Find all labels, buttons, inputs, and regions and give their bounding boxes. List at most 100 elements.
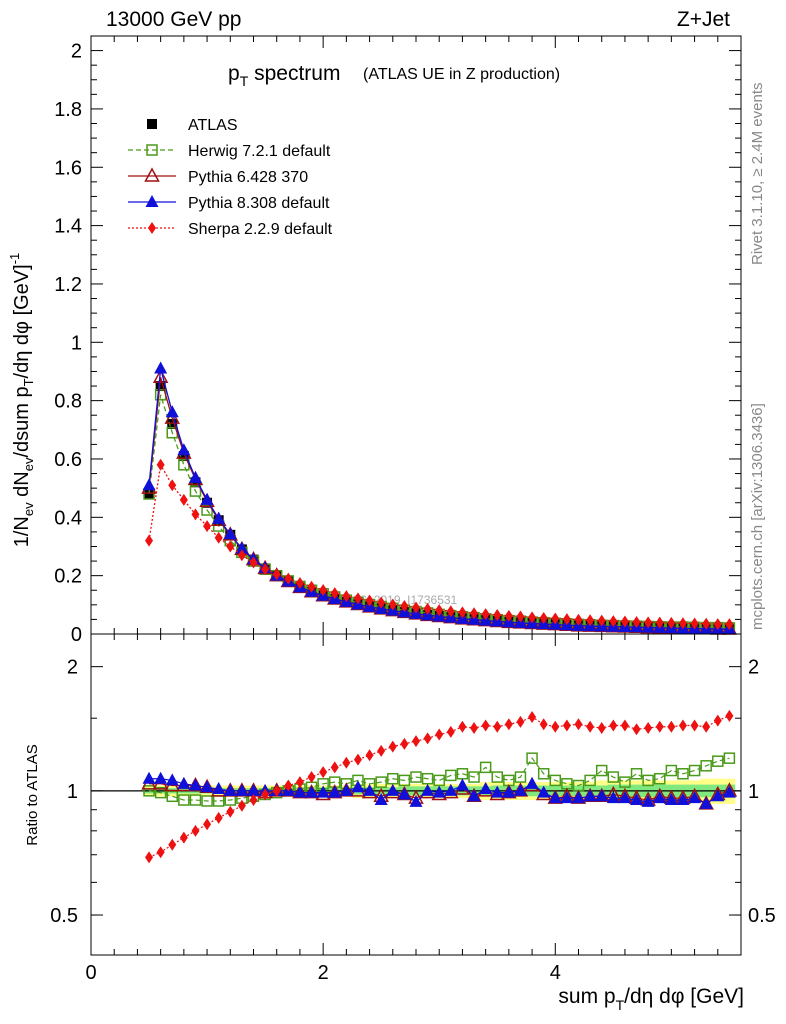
ratio-point-pythia-8-308-default [502, 785, 516, 798]
ratio-point-sherpa-2-2-9-default [353, 753, 362, 766]
ratio-point-herwig-7-2-1-default [445, 769, 457, 782]
ratio-point-pythia-8-308-default [572, 791, 585, 804]
ratio-point-pythia-8-308-default [630, 793, 644, 806]
ratio-point-sherpa-2-2-9-default [539, 718, 548, 731]
ratio-point-pythia-8-308-default [560, 791, 574, 804]
ratio-point-sherpa-2-2-9-default [237, 799, 246, 812]
ratio-point-pythia-8-308-default [664, 793, 678, 806]
main-point-sherpa-2-2-9-default [597, 614, 606, 627]
main-point-sherpa-2-2-9-default [388, 598, 397, 611]
svg-text:sum pT/dη dφ [GeV]: sum pT/dη dφ [GeV] [558, 985, 744, 1013]
ratio-point-herwig-7-2-1-default [619, 776, 631, 788]
ratio-point-sherpa-2-2-9-default [365, 749, 374, 762]
main-point-sherpa-2-2-9-default [562, 613, 571, 626]
ratio-point-herwig-7-2-1-default [410, 771, 422, 783]
ratio-point-sherpa-2-2-9-default [156, 846, 165, 859]
main-point-sherpa-2-2-9-default [342, 590, 351, 603]
ratio-ylabel: Ratio to ATLAS [24, 744, 41, 845]
ratio-point-sherpa-2-2-9-default [516, 715, 525, 728]
main-ytick-label: 0.6 [54, 449, 82, 471]
ratio-point-herwig-7-2-1-default [607, 771, 620, 783]
ratio-point-sherpa-2-2-9-default [295, 776, 304, 789]
xtick-label: 2 [318, 962, 329, 984]
ratio-point-pythia-8-308-default [363, 783, 377, 796]
main-point-sherpa-2-2-9-default [353, 592, 362, 605]
main-point-sherpa-2-2-9-default [412, 601, 420, 614]
legend-marker [147, 119, 157, 129]
legend-marker [146, 144, 158, 156]
ratio-point-pythia-8-308-default [641, 794, 655, 807]
main-point-sherpa-2-2-9-default [145, 534, 154, 547]
ratio-point-pythia-8-308-default [722, 785, 736, 798]
legend-label: ATLAS [188, 117, 238, 134]
ratio-point-sherpa-2-2-9-default [678, 719, 687, 732]
ratio-point-herwig-7-2-1-default [723, 752, 736, 764]
ratio-ytick-label: 0.5 [50, 905, 78, 927]
ratio-point-pythia-8-308-default [525, 776, 539, 789]
main-point-atlas [167, 418, 178, 429]
ratio-series-sherpa-2-2-9-default [145, 709, 734, 864]
ratio-point-herwig-7-2-1-default [178, 794, 190, 806]
ratio-point-sherpa-2-2-9-default [412, 735, 420, 748]
ratio-point-pythia-8-308-default [513, 783, 527, 796]
main-point-sherpa-2-2-9-default [609, 615, 618, 628]
legend: ATLAS Herwig 7.2.1 default Pythia 6.428 37… [128, 117, 333, 238]
main-ytick-label: 1.4 [54, 216, 82, 238]
ratio-point-pythia-8-308-default [212, 782, 226, 795]
main-point-pythia-8-308-default [235, 541, 249, 554]
main-ytick-label: 1.8 [54, 99, 82, 121]
ratio-point-sherpa-2-2-9-default [713, 714, 722, 727]
main-point-sherpa-2-2-9-default [249, 556, 258, 569]
ratio-point-herwig-7-2-1-default [375, 776, 387, 788]
main-point-sherpa-2-2-9-default [725, 618, 734, 631]
ratio-point-pythia-8-308-default [188, 778, 202, 791]
main-point-sherpa-2-2-9-default [179, 493, 188, 506]
svg-text:1/Nev dNev/dsum pT/dη dφ [GeV]: 1/Nev dNev/dsum pT/dη dφ [GeV]-1 [7, 253, 36, 548]
legend-label: Herwig 7.2.1 default [188, 143, 331, 160]
main-point-pythia-8-308-default [154, 361, 168, 374]
ratio-point-pythia-8-308-default [247, 783, 260, 796]
main-point-sherpa-2-2-9-default [214, 531, 223, 544]
legend-marker [148, 222, 156, 234]
ratio-point-sherpa-2-2-9-default [597, 722, 606, 735]
legend-entry-pythia-8-308-default: Pythia 8.308 default [128, 195, 330, 212]
main-point-pythia-6-428-370 [152, 368, 169, 384]
ratio-point-herwig-7-2-1-default [642, 774, 654, 787]
ratio-point-pythia-8-308-default [235, 783, 249, 796]
main-point-sherpa-2-2-9-default [435, 604, 444, 617]
ratio-point-pythia-8-308-default [548, 791, 562, 804]
title-rest: spectrum [248, 62, 340, 85]
ratio-point-sherpa-2-2-9-default [400, 737, 409, 750]
ratio-point-herwig-7-2-1-default [433, 774, 445, 787]
ratio-point-sherpa-2-2-9-default [330, 761, 339, 774]
ratio-point-herwig-7-2-1-default [201, 795, 213, 807]
ratio-point-sherpa-2-2-9-default [667, 720, 676, 733]
ratio-point-pythia-8-308-default [154, 771, 168, 784]
ratio-point-sherpa-2-2-9-default [586, 720, 595, 733]
legend-label: Pythia 8.308 default [188, 195, 330, 212]
ratio-point-pythia-8-308-default [339, 783, 353, 796]
legend-label: Sherpa 2.2.9 default [188, 221, 333, 238]
ratio-point-pythia-8-308-default [223, 783, 237, 796]
ratio-point-sherpa-2-2-9-default [261, 788, 270, 801]
xlabel-rest: /dη dφ [GeV] [624, 985, 744, 1008]
ratio-point-pythia-8-308-default [490, 785, 504, 798]
ratio-point-sherpa-2-2-9-default [388, 740, 397, 753]
main-point-pythia-8-308-default [142, 478, 156, 491]
ratio-point-sherpa-2-2-9-default [702, 720, 711, 733]
process-label: Z+Jet [677, 8, 730, 31]
main-point-sherpa-2-2-9-default [493, 609, 502, 622]
main-point-sherpa-2-2-9-default [365, 594, 374, 607]
ratio-point-pythia-8-308-default [200, 780, 214, 793]
main-ylabel: 1/Nev dNev/dsum pT/dη dφ [GeV]-1 [7, 253, 36, 548]
main-ytick-label: 1.2 [54, 274, 82, 296]
main-point-sherpa-2-2-9-default [504, 609, 513, 622]
ratio-point-pythia-8-308-default [409, 794, 423, 807]
rivet-label: Rivet 3.1.10, ≥ 2.4M events [749, 83, 766, 266]
legend-entry-sherpa-2-2-9-default: Sherpa 2.2.9 default [128, 221, 333, 238]
ratio-point-herwig-7-2-1-default [491, 771, 503, 783]
ratio-point-pythia-8-308-default [583, 789, 597, 802]
ratio-point-sherpa-2-2-9-default [284, 779, 293, 792]
ratio-point-pythia-8-308-default [699, 796, 713, 809]
ratio-point-pythia-8-308-default [479, 782, 493, 795]
